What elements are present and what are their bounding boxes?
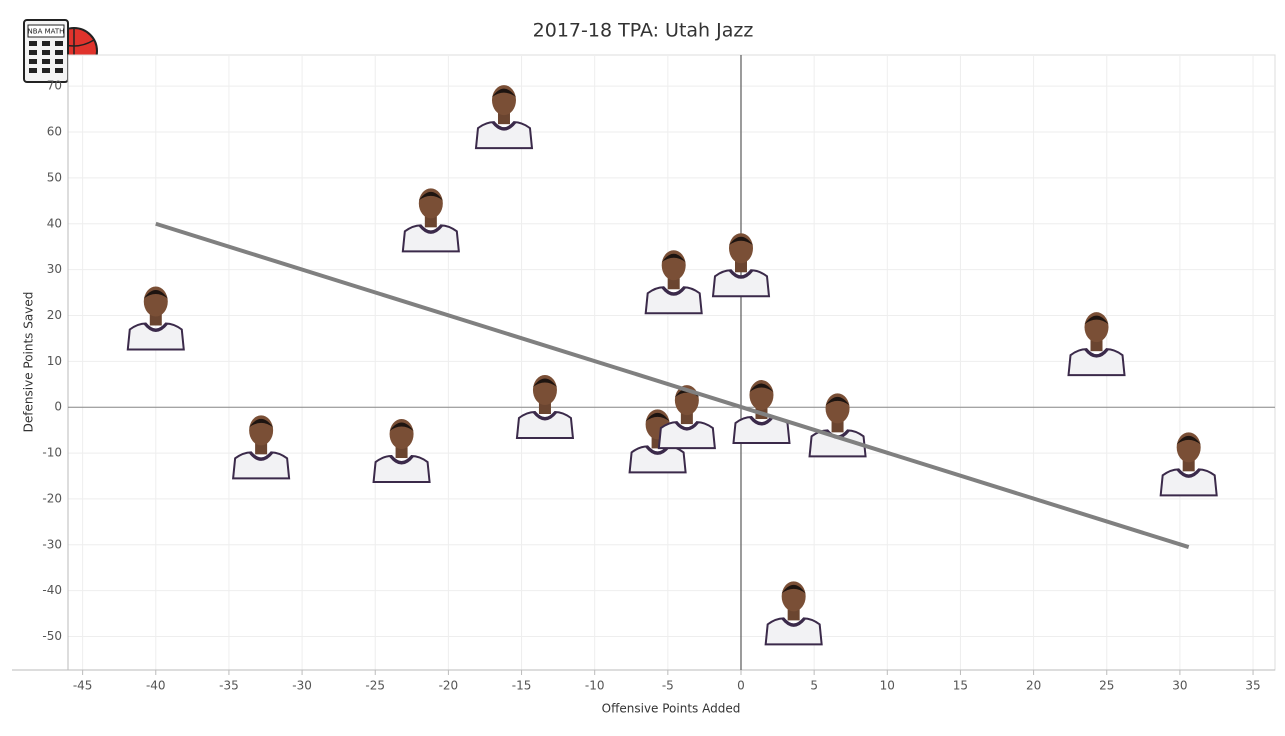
- x-tick-label: -45: [73, 679, 93, 693]
- collar: [491, 121, 517, 131]
- x-tick-label: 10: [880, 679, 895, 693]
- hair: [389, 422, 414, 432]
- hair: [1176, 435, 1201, 445]
- hair: [728, 236, 753, 246]
- player-marker: [628, 409, 687, 474]
- logo: NBA MATH: [23, 19, 98, 83]
- hair: [532, 378, 557, 388]
- hair: [781, 584, 806, 594]
- player-marker: [808, 393, 867, 458]
- x-tick-label: -5: [662, 679, 674, 693]
- collar: [781, 617, 806, 627]
- collar: [143, 322, 168, 332]
- neck: [255, 442, 268, 455]
- y-tick-label: 0: [54, 400, 62, 414]
- x-tick-label: -25: [365, 679, 385, 693]
- player-marker: [1159, 432, 1218, 497]
- y-tick-label: 10: [47, 354, 62, 368]
- y-tick-label: -10: [42, 446, 62, 460]
- neck: [395, 446, 408, 459]
- player-marker: [711, 233, 771, 298]
- player-marker: [515, 375, 575, 440]
- player-marker: [126, 286, 185, 351]
- collar: [532, 411, 558, 421]
- neck: [831, 420, 844, 433]
- hair: [249, 418, 274, 428]
- x-tick-label: 30: [1172, 679, 1187, 693]
- collar: [728, 269, 754, 279]
- trend-line: [155, 221, 1190, 550]
- x-tick-label: -10: [585, 679, 605, 693]
- y-tick-label: 50: [47, 170, 62, 184]
- y-tick-label: -40: [42, 583, 62, 597]
- neck: [680, 412, 693, 425]
- hair: [645, 412, 670, 422]
- y-tick-label: -30: [42, 537, 62, 551]
- neck: [1182, 459, 1195, 472]
- player-marker: [232, 415, 291, 480]
- hair: [491, 88, 516, 98]
- chart-title: 2017-18 TPA: Utah Jazz: [533, 20, 754, 42]
- x-tick-label: -30: [292, 679, 312, 693]
- collar: [1176, 468, 1201, 478]
- neck: [497, 112, 510, 125]
- x-tick-label: 0: [737, 679, 745, 693]
- hair: [1084, 315, 1109, 325]
- x-tick-label: -20: [439, 679, 459, 693]
- hair: [661, 253, 686, 263]
- y-tick-label: 70: [47, 79, 62, 93]
- neck: [424, 215, 437, 228]
- x-axis-title: Offensive Points Added: [602, 702, 741, 716]
- logo-text: NBA MATH: [28, 28, 65, 36]
- player-marker: [644, 250, 703, 315]
- y-tick-label: 30: [47, 262, 62, 276]
- collar: [389, 455, 414, 465]
- hair: [418, 191, 443, 201]
- y-tick-label: 40: [47, 216, 62, 230]
- player-marker: [401, 188, 460, 253]
- collar: [248, 451, 274, 461]
- y-tick-label: 20: [47, 308, 62, 322]
- x-tick-label: 20: [1026, 679, 1041, 693]
- neck: [538, 402, 551, 415]
- hair: [825, 396, 850, 406]
- neck: [734, 260, 747, 273]
- x-tick-label: 5: [810, 679, 818, 693]
- y-axis-title: Defensive Points Saved: [22, 292, 36, 433]
- x-tick-label: -40: [146, 679, 166, 693]
- hair: [143, 289, 168, 299]
- neck: [787, 608, 800, 621]
- player-marker: [372, 419, 431, 484]
- hair: [749, 383, 774, 393]
- x-tick-label: -35: [219, 679, 239, 693]
- y-tick-label: -20: [42, 491, 62, 505]
- player-marker: [1067, 312, 1126, 377]
- x-tick-label: -15: [512, 679, 532, 693]
- neck: [1090, 339, 1103, 352]
- collar: [674, 421, 700, 431]
- y-tick-label: -50: [42, 629, 62, 643]
- player-marker: [764, 581, 823, 646]
- x-tick-label: 15: [953, 679, 968, 693]
- y-tick-label: 60: [47, 125, 62, 139]
- collar: [418, 224, 444, 234]
- collar: [661, 286, 686, 296]
- x-tick-label: 25: [1099, 679, 1114, 693]
- player-marker: [474, 85, 534, 150]
- neck: [149, 313, 162, 326]
- collar: [749, 416, 774, 426]
- collar: [1084, 348, 1109, 358]
- x-tick-label: 35: [1245, 679, 1260, 693]
- neck: [667, 277, 680, 290]
